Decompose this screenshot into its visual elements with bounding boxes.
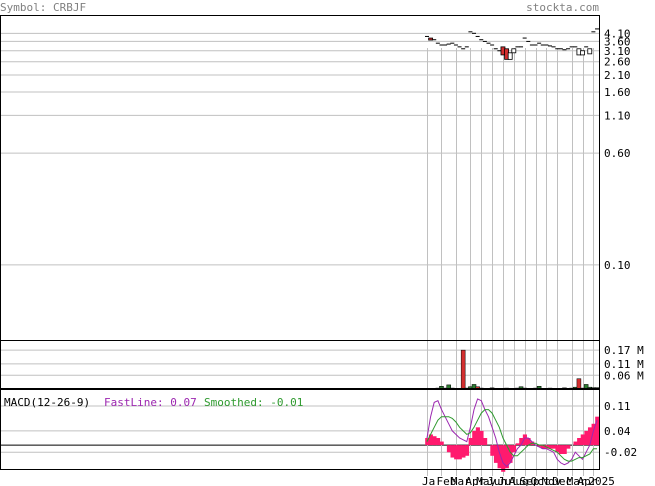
x-tick-label: Jun (487, 475, 507, 486)
price-tick-label: 0.10 (604, 259, 631, 272)
macd-histogram-bar (595, 416, 600, 446)
macd-legend-title: MACD(12-26-9) (4, 396, 90, 409)
macd-legend-smoothed: Smoothed: -0.01 (204, 396, 303, 409)
volume-bar (576, 378, 582, 390)
macd-tick-label: -0.02 (604, 446, 637, 459)
price-panel-frame (0, 15, 600, 341)
volume-bar (460, 349, 466, 390)
macd-histogram-bar (537, 445, 542, 447)
macd-histogram-bar (577, 438, 582, 446)
macd-histogram-bar (559, 445, 564, 454)
macd-histogram-bar (573, 441, 578, 446)
macd-histogram-bar (551, 445, 556, 449)
macd-panel-frame (0, 389, 600, 470)
candle (587, 48, 593, 55)
macd-histogram (425, 416, 600, 472)
macd-histogram-bar (504, 445, 509, 469)
panel-frames (0, 15, 600, 470)
x-tick-label: Feb (436, 475, 456, 486)
volume-tick-label: 0.11 M (604, 358, 644, 371)
macd-histogram-bar (519, 438, 524, 446)
candle (507, 52, 513, 60)
macd-histogram-bar (454, 445, 459, 460)
macd-histogram-bar (428, 434, 433, 446)
macd-smoothed-line (426, 409, 597, 462)
macd-histogram-bar (464, 445, 470, 456)
x-tick-label: Mar (451, 475, 471, 486)
volume-grid (0, 349, 599, 376)
macd-legend-fast: FastLine: 0.07 (104, 396, 197, 409)
price-grid (0, 32, 599, 266)
x-tick-label: Aug (509, 475, 529, 486)
macd-histogram-bar (468, 438, 473, 446)
macd-lines (426, 398, 598, 468)
price-tick-label: 1.10 (604, 109, 631, 122)
x-tick-label: Jul (498, 475, 518, 486)
x-tick-label: Nov (541, 475, 561, 486)
price-tick-label: 1.60 (604, 86, 631, 99)
x-tick-label: May (476, 475, 496, 486)
x-tick-label: Ja (422, 475, 435, 486)
macd-histogram-bar (512, 445, 517, 453)
price-candles (425, 28, 599, 60)
macd-histogram-bar (580, 434, 585, 446)
price-tick-label: 2.60 (604, 56, 631, 69)
price-tick-label: 4.10 (604, 27, 631, 40)
price-tick-label: 3.10 (604, 45, 631, 58)
volume-tick-label: 0.17 M (604, 344, 644, 357)
x-tick-label: Oct (531, 475, 551, 486)
macd-histogram-bar (461, 445, 466, 458)
macd-histogram-bar (515, 443, 520, 446)
macd-histogram-bar (526, 438, 531, 446)
x-tick-label: Apr (578, 475, 598, 486)
volume-panel-frame (0, 340, 600, 389)
x-tick-label: Dec (552, 475, 572, 486)
macd-histogram-bar (566, 445, 571, 449)
macd-histogram-bar (497, 445, 502, 469)
macd-histogram-bar (562, 445, 567, 454)
macd-histogram-bar (483, 438, 488, 446)
macd-histogram-bar (508, 445, 513, 463)
y-axis-labels: 4.103.603.102.602.10 1.60 1.10 0.60 0.10 0.17… (604, 27, 644, 459)
macd-histogram-bar (446, 445, 452, 453)
symbol-label: Symbol: CRBJF (0, 1, 86, 14)
x-tick-label: Mar (567, 475, 587, 486)
macd-histogram-bar (432, 436, 437, 446)
macd-histogram-bar (548, 445, 553, 449)
macd-histogram-bar (555, 445, 560, 453)
macd-histogram-bar (540, 445, 546, 449)
macd-tick-label: 0.11 (604, 400, 631, 413)
macd-histogram-bar (450, 445, 455, 458)
macd-histogram-bar (591, 423, 596, 446)
macd-histogram-bar (584, 430, 589, 446)
macd-fast-line (426, 398, 598, 468)
macd-histogram-bar (587, 427, 593, 446)
macd-histogram-bar (522, 434, 527, 446)
candle (580, 50, 585, 56)
macd-histogram-bar (472, 430, 477, 446)
candle (428, 37, 434, 41)
x-tick-label: Sep (520, 475, 540, 486)
macd-histogram-bar (490, 445, 495, 456)
site-name: stockta.com (526, 1, 599, 14)
date-gridlines (427, 48, 594, 476)
price-tick-label: 2.10 (604, 69, 631, 82)
macd-histogram-bar (479, 430, 484, 446)
volume-tick-label: 0.06 M (604, 369, 644, 382)
macd-tick-label: 0.04 (604, 425, 631, 438)
macd-histogram-bar (493, 445, 499, 463)
macd-histogram-bar (475, 427, 480, 446)
macd-histogram-bar (439, 441, 444, 446)
x-axis-labels: Ja FebMarAprMayJunJulAugSepOctNovDecMarAp… (422, 475, 615, 486)
macd-histogram-bar (457, 445, 462, 460)
price-tick-label: 3.60 (604, 35, 631, 48)
price-tick-label: 0.60 (604, 147, 631, 160)
x-tick-label: Apr (465, 475, 485, 486)
macd-histogram-bar (436, 438, 441, 446)
x-tick-label: 2025 (588, 475, 615, 486)
macd-histogram-bar (501, 445, 506, 472)
candle (511, 48, 517, 54)
